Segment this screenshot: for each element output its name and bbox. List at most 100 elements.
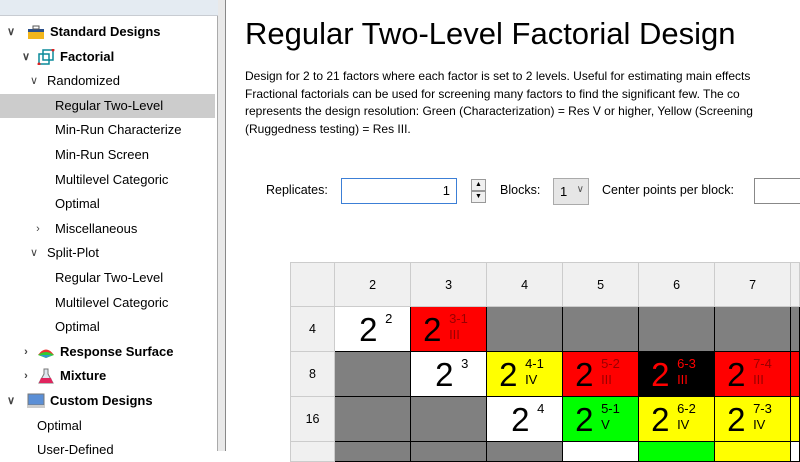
- design-exponent: 4-1: [525, 356, 544, 371]
- center-points-input[interactable]: [754, 178, 800, 204]
- chevron-right-icon[interactable]: ›: [24, 345, 28, 358]
- runs-row-header: 8: [289, 351, 336, 397]
- tree-item[interactable]: Min-Run Characterize: [0, 118, 215, 142]
- tree-item[interactable]: ∨ Randomized: [0, 69, 215, 93]
- tree-item-label: Regular Two-Level: [55, 270, 164, 285]
- design-cell: [638, 441, 716, 462]
- design-cell: [638, 306, 716, 352]
- tree-header: [0, 0, 218, 16]
- spin-down-icon[interactable]: ▼: [471, 191, 486, 203]
- design-cell: [562, 306, 640, 352]
- tree-item-label: Mixture: [60, 368, 107, 384]
- blocks-select[interactable]: 1 ∨: [553, 178, 589, 205]
- grid-row: [289, 441, 800, 462]
- chevron-down-icon: ∨: [576, 184, 584, 195]
- design-cell: [410, 396, 488, 442]
- tree-item-label: Multilevel Categoric: [55, 294, 169, 310]
- cube-icon: [37, 48, 55, 66]
- description-line: (Ruggedness testing) = Res III.: [245, 121, 411, 136]
- design-base: 2: [499, 356, 518, 393]
- runs-row-header: 4: [289, 306, 336, 352]
- tree-item-label: Multilevel Categoric: [55, 171, 169, 187]
- design-exponent: 5-1: [601, 401, 620, 416]
- design-cell: [714, 441, 792, 462]
- factor-column-header: 4: [486, 262, 564, 307]
- tree-item[interactable]: Regular Two-Level: [0, 93, 215, 118]
- panel-splitter[interactable]: [218, 0, 226, 451]
- tree-item-label: Randomized: [47, 73, 120, 89]
- design-cell: [714, 306, 792, 352]
- chevron-down-icon[interactable]: ∨: [29, 247, 39, 260]
- design-cell[interactable]: 2 7-4 III: [714, 351, 792, 397]
- design-cell: [790, 396, 800, 442]
- computer-icon: [27, 393, 45, 409]
- toolbox-icon: [27, 24, 45, 40]
- surface-icon: [37, 344, 55, 360]
- tree-item[interactable]: › Miscellaneous: [0, 217, 215, 241]
- replicates-spinner[interactable]: ▲ ▼: [471, 179, 486, 203]
- tree-item[interactable]: Optimal: [0, 414, 215, 438]
- chevron-down-icon[interactable]: ∨: [21, 50, 31, 63]
- flask-icon: [37, 368, 55, 384]
- factor-column-header: 7: [714, 262, 792, 307]
- design-base: 2: [651, 401, 670, 438]
- design-cell: [486, 306, 564, 352]
- tree-item[interactable]: ∨ Split-Plot: [0, 241, 215, 265]
- design-resolution: III: [449, 327, 460, 342]
- design-cell: [486, 441, 564, 462]
- design-resolution: IV: [525, 372, 538, 387]
- design-exponent: 5-2: [601, 356, 620, 371]
- design-exponent: 7-4: [753, 356, 772, 371]
- factor-column-header: 6: [638, 262, 716, 307]
- tree-item[interactable]: Min-Run Screen: [0, 143, 215, 167]
- replicates-input[interactable]: 1: [341, 178, 457, 204]
- tree-item[interactable]: › Mixture: [0, 364, 215, 388]
- design-cell[interactable]: 2 3-1 III: [410, 306, 488, 352]
- design-cell[interactable]: 2 5-2 III: [562, 351, 640, 397]
- factor-column-header: [790, 262, 800, 307]
- spin-up-icon[interactable]: ▲: [471, 179, 486, 191]
- design-cell[interactable]: 2 7-3 IV: [714, 396, 792, 442]
- tree-item-label: Response Surface: [60, 343, 174, 359]
- runs-row-header: 16: [289, 396, 336, 442]
- design-cell: [334, 351, 412, 397]
- design-resolution: III: [677, 372, 688, 387]
- tree-item[interactable]: Multilevel Categoric: [0, 168, 215, 192]
- design-base: 2: [575, 401, 594, 438]
- page-title: Regular Two-Level Factorial Design: [245, 16, 736, 51]
- tree-item[interactable]: Optimal: [0, 315, 215, 339]
- tree-item[interactable]: Optimal: [0, 192, 215, 216]
- chevron-down-icon[interactable]: ∨: [29, 75, 39, 88]
- design-cell[interactable]: 2 5-1 V: [562, 396, 640, 442]
- design-exponent: 4: [537, 401, 545, 416]
- tree-item[interactable]: User-Defined: [0, 438, 215, 462]
- tree-item-label: Miscellaneous: [55, 220, 138, 236]
- description-line: Fractional factorials can be used for sc…: [245, 86, 740, 101]
- chevron-right-icon[interactable]: ›: [36, 222, 40, 235]
- tree-item[interactable]: Regular Two-Level: [0, 266, 215, 290]
- design-resolution: IV: [753, 417, 766, 432]
- tree-item[interactable]: ∨ Custom Designs: [0, 389, 215, 413]
- chevron-down-icon[interactable]: ∨: [6, 26, 16, 38]
- design-cell[interactable]: 2 6-2 IV: [638, 396, 716, 442]
- tree-item[interactable]: ∨ Factorial: [0, 45, 215, 69]
- tree-item[interactable]: ∨ Standard Designs: [0, 20, 215, 44]
- tree-item[interactable]: › Response Surface: [0, 340, 215, 364]
- blocks-value: 1: [560, 184, 568, 199]
- description: Design for 2 to 21 factors where each fa…: [245, 68, 753, 138]
- description-line: Design for 2 to 21 factors where each fa…: [245, 69, 751, 83]
- design-cell: [334, 441, 412, 462]
- design-cell[interactable]: 2 6-3 III: [638, 351, 716, 397]
- design-exponent: 3: [461, 356, 469, 371]
- tree-item[interactable]: Multilevel Categoric: [0, 291, 215, 315]
- design-cell[interactable]: 2 4-1 IV: [486, 351, 564, 397]
- chevron-down-icon[interactable]: ∨: [6, 395, 16, 407]
- tree-item-label: Split-Plot: [47, 245, 100, 261]
- tree-item-label: Standard Designs: [50, 24, 161, 39]
- center-points-label: Center points per block:: [602, 183, 735, 197]
- chevron-right-icon[interactable]: ›: [24, 370, 28, 383]
- tree-item-label: Min-Run Screen: [55, 147, 149, 162]
